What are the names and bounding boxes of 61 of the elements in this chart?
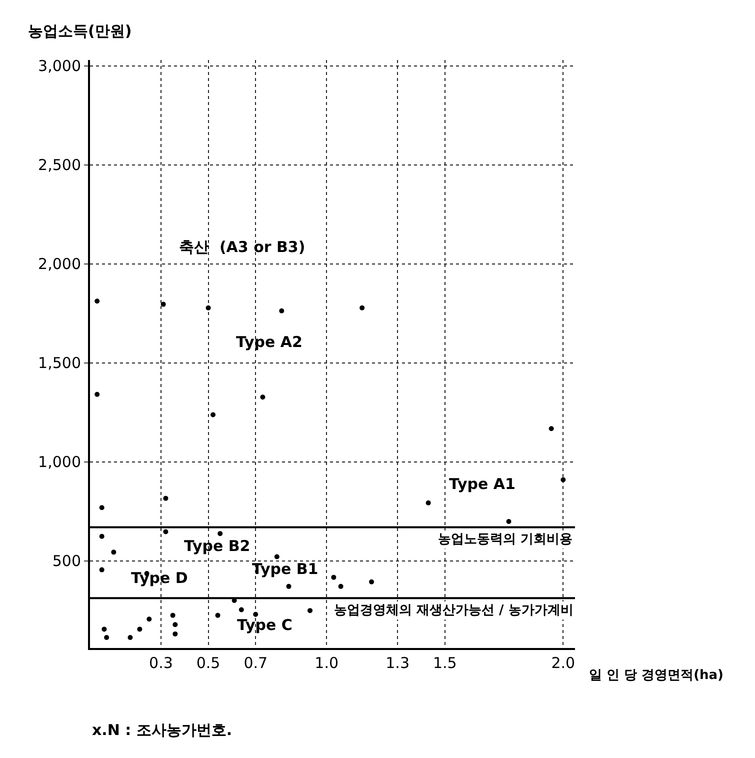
point	[163, 496, 168, 501]
annotation: Type A2	[236, 333, 302, 351]
annotation: 축산 (A3 or B3)	[179, 238, 306, 256]
point	[99, 505, 104, 510]
point	[560, 477, 566, 482]
annotation: Type C	[237, 616, 292, 634]
y-tick-label: 1,000	[38, 453, 81, 472]
point	[102, 626, 107, 632]
point	[99, 567, 104, 572]
point	[253, 612, 258, 617]
annotation: Type A1	[449, 475, 516, 493]
point	[146, 616, 152, 622]
point	[274, 554, 280, 560]
ref-line-label: 농업경영체의 재생산가능선 / 농가가계비	[334, 603, 574, 618]
y-tick-label: 3,000	[38, 57, 81, 76]
point	[218, 531, 223, 536]
x-tick-label: 1.5	[432, 654, 457, 672]
point	[360, 305, 365, 310]
point	[426, 500, 431, 506]
x-tick-label: 1.0	[314, 654, 339, 672]
x-tick-label: 0.3	[149, 654, 173, 672]
point	[286, 584, 292, 589]
point	[99, 534, 104, 539]
x-tick-label: 0.5	[196, 654, 220, 672]
x-tick-label: 2.0	[551, 654, 576, 672]
x-tick-label: 0.7	[244, 654, 268, 672]
point	[111, 550, 116, 555]
point	[160, 302, 166, 307]
point	[279, 308, 284, 314]
y-tick-label: 2,000	[38, 255, 81, 274]
point	[137, 626, 142, 632]
point	[369, 579, 374, 584]
point	[163, 529, 168, 534]
point	[94, 298, 100, 304]
point	[210, 412, 216, 418]
point	[338, 584, 344, 589]
annotation: Type B2	[184, 537, 250, 555]
annotation: Type B1	[252, 560, 318, 578]
x-axis-title: 일 인 당 경영면적(ha)	[589, 668, 724, 683]
point	[172, 631, 178, 636]
point	[331, 574, 336, 580]
text: x.N : 조사농가번호.	[92, 721, 232, 739]
point	[215, 612, 220, 618]
point	[506, 518, 512, 524]
annotation: Type D	[131, 569, 188, 587]
ref-line-label: 농업노동력의 기회비용	[438, 532, 573, 547]
point	[170, 612, 176, 618]
point	[94, 392, 100, 397]
point	[104, 635, 110, 640]
point	[128, 635, 133, 640]
point	[308, 608, 313, 614]
point	[206, 305, 211, 310]
y-tick-label: 500	[52, 552, 81, 570]
point	[548, 426, 554, 432]
point	[238, 607, 244, 612]
y-tick-label: 1,500	[38, 354, 81, 372]
y-axis-title: 농업소득(만원)	[28, 22, 132, 40]
x-tick-label: 1.3	[386, 654, 410, 672]
point	[260, 394, 266, 400]
point	[172, 622, 178, 628]
y-tick-label: 2,500	[38, 156, 81, 174]
